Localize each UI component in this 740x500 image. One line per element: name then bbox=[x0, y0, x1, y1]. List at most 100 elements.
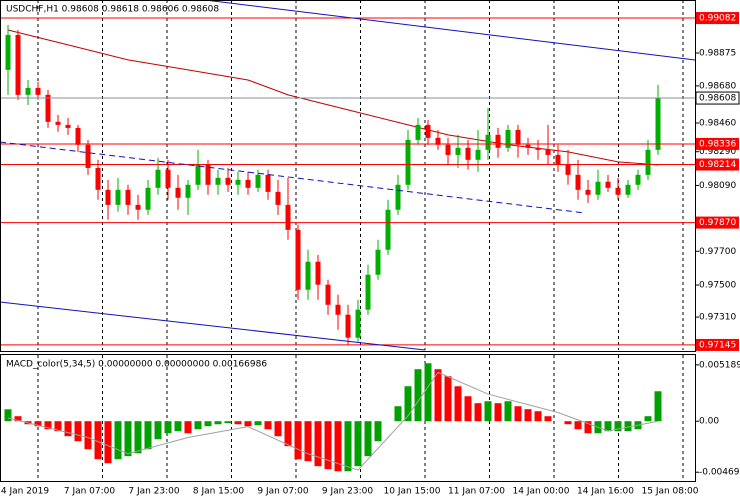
histogram-bar bbox=[464, 396, 472, 422]
candle-body bbox=[265, 174, 271, 192]
histogram-bar bbox=[374, 421, 382, 442]
candle-body bbox=[175, 187, 181, 198]
candle-body bbox=[505, 129, 511, 148]
candle-body bbox=[575, 174, 581, 190]
histogram-bar bbox=[14, 416, 22, 422]
histogram-bar bbox=[654, 391, 662, 422]
histogram-bar bbox=[504, 401, 512, 422]
histogram-bar bbox=[364, 421, 372, 457]
histogram-bar bbox=[64, 421, 72, 437]
indicator-title: MACD_color(5,34,5) 0.00000000 0.00000000… bbox=[6, 360, 267, 370]
histogram-bar bbox=[44, 421, 52, 430]
histogram-bar bbox=[584, 421, 592, 434]
candle-body bbox=[465, 147, 471, 160]
candle-body bbox=[85, 144, 91, 168]
histogram-bar bbox=[534, 411, 542, 422]
candle-body bbox=[325, 284, 331, 305]
histogram-bar bbox=[94, 421, 102, 460]
y-tick-label: 0.97500 bbox=[699, 281, 736, 291]
candle-body bbox=[145, 187, 151, 210]
histogram-bar bbox=[154, 421, 162, 440]
histogram-bar bbox=[104, 421, 112, 464]
histogram-bar bbox=[4, 409, 12, 422]
histogram-bar bbox=[574, 421, 582, 430]
candle-body bbox=[255, 174, 261, 188]
chart-title: USDCHF,H1 0.98608 0.98618 0.98606 0.9860… bbox=[6, 5, 219, 15]
histogram-bar bbox=[84, 421, 92, 450]
candle-body bbox=[125, 189, 131, 205]
histogram-bar bbox=[494, 403, 502, 422]
level-label: 0.98214 bbox=[699, 160, 736, 170]
candle-body bbox=[75, 127, 81, 145]
level-label: 0.97145 bbox=[699, 340, 736, 350]
histogram-bar bbox=[144, 421, 152, 450]
candle-body bbox=[535, 147, 541, 150]
x-tick-label: 14 Jan 00:00 bbox=[513, 487, 570, 497]
level-label-box bbox=[696, 137, 739, 150]
y-tick-label: 0.98680 bbox=[699, 81, 736, 91]
trend-line bbox=[204, 0, 696, 61]
candle-body bbox=[15, 34, 21, 95]
level-label-box bbox=[696, 338, 739, 351]
level-label: 0.97870 bbox=[699, 218, 736, 228]
histogram-bar bbox=[474, 403, 482, 422]
candle-body bbox=[55, 121, 61, 125]
histogram-bar bbox=[544, 416, 552, 422]
histogram-bar bbox=[114, 421, 122, 460]
candle-body bbox=[225, 177, 231, 185]
y-tick-label: 0.98460 bbox=[699, 119, 736, 129]
histogram-bar bbox=[54, 421, 62, 432]
candle-body bbox=[395, 184, 401, 210]
histogram-bar bbox=[454, 386, 462, 422]
candle-body bbox=[485, 134, 491, 150]
histogram-bar bbox=[274, 421, 282, 437]
candle-body bbox=[95, 167, 101, 190]
y-tick-label: 0.0051895 bbox=[699, 360, 740, 370]
histogram-bar bbox=[414, 369, 422, 422]
histogram-bar bbox=[254, 421, 262, 426]
histogram-bar bbox=[204, 421, 212, 427]
x-tick-label: 8 Jan 15:00 bbox=[193, 487, 245, 497]
candle-body bbox=[585, 189, 591, 195]
histogram-bar bbox=[234, 421, 242, 425]
candle-body bbox=[65, 124, 71, 128]
candle-body bbox=[185, 184, 191, 198]
level-label: 0.98336 bbox=[699, 139, 736, 149]
histogram-bar bbox=[194, 421, 202, 430]
candle-body bbox=[655, 98, 661, 150]
y-tick-label: 0.97310 bbox=[699, 313, 736, 323]
histogram-bar bbox=[344, 421, 352, 472]
histogram-bar bbox=[284, 421, 292, 447]
candle-body bbox=[305, 261, 311, 290]
candle-body bbox=[555, 154, 561, 165]
x-tick-label: 7 Jan 07:00 bbox=[64, 487, 116, 497]
histogram-bar bbox=[434, 369, 442, 422]
level-label-box bbox=[696, 216, 739, 229]
main-panel-frame bbox=[0, 0, 696, 352]
histogram-bar bbox=[184, 421, 192, 434]
candle-body bbox=[195, 164, 201, 185]
histogram-bar bbox=[524, 409, 532, 422]
candle-body bbox=[635, 174, 641, 185]
histogram-bar bbox=[294, 421, 302, 460]
macd-panel-frame bbox=[0, 354, 696, 482]
signal-line bbox=[7, 371, 659, 471]
histogram-bar bbox=[624, 421, 632, 432]
candle-body bbox=[455, 147, 461, 155]
x-tick-label: 11 Jan 07:00 bbox=[448, 487, 505, 497]
candle-body bbox=[385, 209, 391, 250]
candle-body bbox=[45, 94, 51, 122]
x-tick-label: 9 Jan 23:00 bbox=[322, 487, 374, 497]
histogram-bar bbox=[164, 421, 172, 434]
candle-body bbox=[275, 191, 281, 205]
current-price-label: 0.98608 bbox=[699, 94, 736, 104]
histogram-bar bbox=[334, 421, 342, 472]
histogram-bar bbox=[394, 406, 402, 422]
y-tick-label: -0.0046988 bbox=[699, 468, 740, 478]
histogram-bar bbox=[264, 421, 272, 430]
histogram-bar bbox=[74, 421, 82, 442]
candle-body bbox=[245, 179, 251, 188]
